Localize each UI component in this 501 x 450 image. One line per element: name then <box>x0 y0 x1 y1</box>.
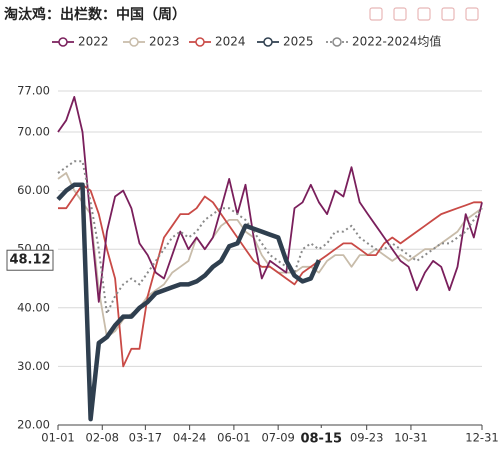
y-tick-label: 60.00 <box>17 183 50 197</box>
legend-item: 2023 <box>123 35 180 49</box>
tool-icon[interactable] <box>441 7 455 21</box>
legend-label: 2023 <box>149 35 180 49</box>
x-tick-label: 01-01 <box>41 431 74 445</box>
x-tick-label: 10-31 <box>394 431 427 445</box>
legend-marker <box>195 37 205 47</box>
y-tick-label: 70.00 <box>17 125 50 139</box>
series-line <box>56 182 321 422</box>
tool-icon[interactable] <box>369 7 383 21</box>
tool-icon[interactable] <box>417 7 431 21</box>
x-tick-label: 04-24 <box>173 431 206 445</box>
y-tick-label: 20.00 <box>17 418 50 432</box>
x-tick-label: 12-31 <box>465 431 498 445</box>
legend-marker <box>332 37 342 47</box>
y-tick-label: 77.00 <box>17 84 50 98</box>
legend-item: 2022-2024均值 <box>326 34 441 49</box>
legend-marker <box>58 37 68 47</box>
x-tick-label: 09-23 <box>350 431 383 445</box>
y-tick-label: 30.00 <box>17 359 50 373</box>
legend-item: 2022 <box>52 35 109 49</box>
legend-label: 2022 <box>78 35 109 49</box>
y-tick-label: 40.00 <box>17 300 50 314</box>
crosshair-x-label: 08-15 <box>300 432 342 447</box>
legend-item: 2024 <box>189 35 246 49</box>
chart-title: 淘汰鸡：出栏数：中国（周） <box>4 6 186 23</box>
series-line <box>57 172 483 338</box>
x-tick-label: 03-17 <box>129 431 162 445</box>
legend-marker <box>263 37 273 47</box>
legend-label: 2025 <box>283 35 314 49</box>
legend-label: 2024 <box>215 35 246 49</box>
crosshair-y-box <box>6 249 54 271</box>
legend-label: 2022-2024均值 <box>352 34 441 49</box>
legend-marker <box>129 37 139 47</box>
x-tick-label: 02-08 <box>86 431 119 445</box>
tool-icon[interactable] <box>465 7 479 21</box>
series-line <box>57 96 483 303</box>
x-tick-label: 06-01 <box>217 431 250 445</box>
x-tick-label: 07-09 <box>261 431 294 445</box>
series-line <box>57 160 483 315</box>
toolbar[interactable] <box>369 7 479 21</box>
legend-item: 2025 <box>257 35 314 49</box>
series-line <box>58 183 482 368</box>
crosshair-x-box <box>297 428 346 448</box>
tool-icon[interactable] <box>393 7 407 21</box>
crosshair-y-label: 48.12 <box>9 253 50 268</box>
